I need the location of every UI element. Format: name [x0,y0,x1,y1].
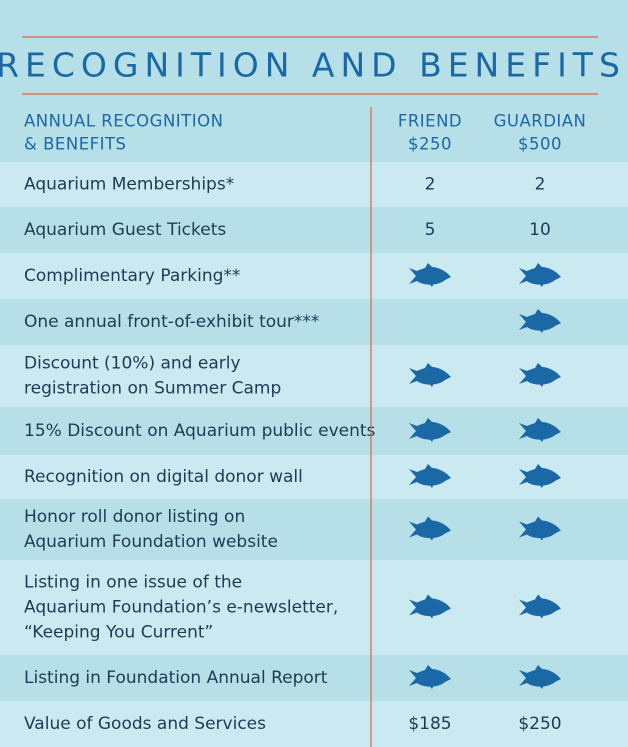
cell-value: 2 [425,175,436,195]
column-header: $250 [408,135,452,154]
column-header: & BENEFITS [24,135,127,154]
cell-value: $185 [408,714,451,734]
rows: Aquarium Memberships* 2 2 Aquarium Guest Ti… [0,162,628,747]
cell-value: $250 [518,714,561,734]
row-band [0,207,628,253]
row-label: Listing in one issue of the [24,573,242,593]
row-label: Aquarium Foundation’s e-newsletter, [24,598,338,618]
fish-icon [519,665,561,689]
column-header: GUARDIAN [494,112,587,131]
row-label: Complimentary Parking** [24,266,240,286]
cell-value: 2 [535,175,546,195]
row-band [0,560,628,655]
row-label: “Keeping You Current” [24,623,213,643]
row-label: Listing in Foundation Annual Report [24,668,328,688]
fish-icon [519,309,561,333]
fish-icon [519,516,561,541]
row-band [0,162,628,207]
row-band [0,455,628,499]
row-label: Aquarium Foundation website [24,532,278,552]
fish-icon [409,263,451,287]
column-header: $500 [518,135,562,154]
column-header: FRIEND [398,112,462,131]
fish-icon [519,464,561,488]
row-label: Value of Goods and Services [24,714,266,734]
fish-icon [519,263,561,287]
fish-icon [409,464,451,488]
column-header: ANNUAL RECOGNITION [24,112,223,131]
row-label: Aquarium Memberships* [24,175,234,195]
row-band [0,253,628,299]
fish-icon [409,594,451,619]
fish-icon [409,418,451,442]
row-label: Honor roll donor listing on [24,507,245,527]
fish-icon [519,418,561,442]
row-band [0,345,628,407]
title: RECOGNITION AND BENEFITS [0,46,626,85]
row-band [0,499,628,560]
fish-icon [519,594,561,619]
row-label: One annual front-of-exhibit tour*** [24,312,319,332]
cell-value: 10 [529,220,551,240]
row-label: Aquarium Guest Tickets [24,220,226,240]
row-band [0,701,628,747]
row-label: Recognition on digital donor wall [24,467,303,487]
row-band [0,299,628,345]
fish-icon [409,665,451,689]
row-band [0,655,628,701]
row-label: 15% Discount on Aquarium public events [24,421,376,441]
fish-icon [409,516,451,541]
row-label: registration on Summer Camp [24,379,281,399]
cell-value: 5 [425,220,436,240]
row-label: Discount (10%) and early [24,354,241,374]
fish-icon [409,363,451,387]
fish-icon [519,363,561,387]
row-band [0,407,628,455]
